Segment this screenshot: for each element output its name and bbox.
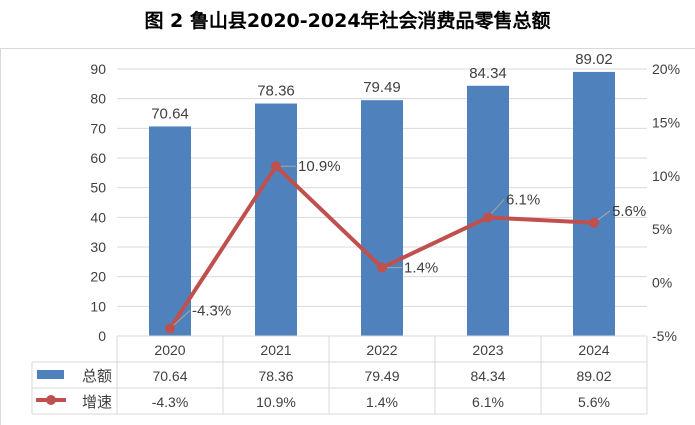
y2-tick-label: 20% <box>652 61 680 77</box>
y-tick-label: 50 <box>90 180 106 196</box>
legend-marker-icon <box>46 395 56 405</box>
table-cell-total: 70.64 <box>152 368 187 384</box>
y-tick-label: 10 <box>90 298 106 314</box>
y-tick-label: 90 <box>90 61 106 77</box>
legend-label-growth: 增速 <box>82 394 112 411</box>
table-cell-total: 84.34 <box>470 368 505 384</box>
bar <box>467 85 509 336</box>
line-data-label: 1.4% <box>404 260 438 277</box>
line-data-label: 6.1% <box>506 191 540 208</box>
line-point <box>377 262 387 273</box>
table-cell-growth: 6.1% <box>472 394 504 410</box>
y2-tick-label: 0% <box>652 275 672 291</box>
line-point <box>165 323 175 334</box>
y-tick-label: 60 <box>90 150 106 166</box>
table-cell-total: 79.49 <box>364 368 399 384</box>
line-point <box>483 212 493 223</box>
x-category-label: 2020 <box>154 342 185 358</box>
table-cell-growth: -4.3% <box>152 394 189 410</box>
table-cell-growth: 5.6% <box>578 394 610 410</box>
line-data-label: 5.6% <box>612 203 646 220</box>
y2-tick-label: 15% <box>652 114 680 130</box>
bar-data-label: 78.36 <box>257 83 295 100</box>
table-cell-total: 89.02 <box>576 368 611 384</box>
bar-data-label: 70.64 <box>151 105 189 122</box>
table-cell-total: 78.36 <box>258 368 293 384</box>
bar <box>361 100 403 337</box>
x-category-label: 2022 <box>366 342 397 358</box>
bar-data-label: 89.02 <box>575 51 613 68</box>
bar <box>255 103 297 336</box>
y-tick-label: 0 <box>98 328 106 344</box>
table-cell-growth: 10.9% <box>256 394 296 410</box>
y2-tick-label: 10% <box>652 168 680 184</box>
line-point <box>589 217 599 228</box>
y2-tick-label: 5% <box>652 221 672 237</box>
legend-label-total: 总额 <box>82 368 112 385</box>
y-tick-label: 30 <box>90 239 106 255</box>
y-tick-label: 40 <box>90 209 106 225</box>
legend-bar-icon <box>37 370 64 379</box>
bar-data-label: 79.49 <box>363 79 401 96</box>
table-cell-growth: 1.4% <box>366 394 398 410</box>
chart-frame <box>0 48 695 425</box>
x-category-label: 2023 <box>472 342 503 358</box>
line-data-label: -4.3% <box>192 303 231 320</box>
line-data-label: 10.9% <box>298 158 341 175</box>
x-category-label: 2024 <box>578 342 609 358</box>
x-category-label: 2021 <box>260 342 291 358</box>
bar <box>149 126 191 337</box>
y2-tick-label: -5% <box>652 328 677 344</box>
bar <box>573 71 615 336</box>
chart-title: 图 2 鲁山县2020-2024年社会消费品零售总额 <box>144 10 551 32</box>
y-tick-label: 20 <box>90 269 106 285</box>
y-tick-label: 80 <box>90 91 106 107</box>
bar-data-label: 84.34 <box>469 65 507 82</box>
line-point <box>271 161 281 172</box>
y-tick-label: 70 <box>90 120 106 136</box>
